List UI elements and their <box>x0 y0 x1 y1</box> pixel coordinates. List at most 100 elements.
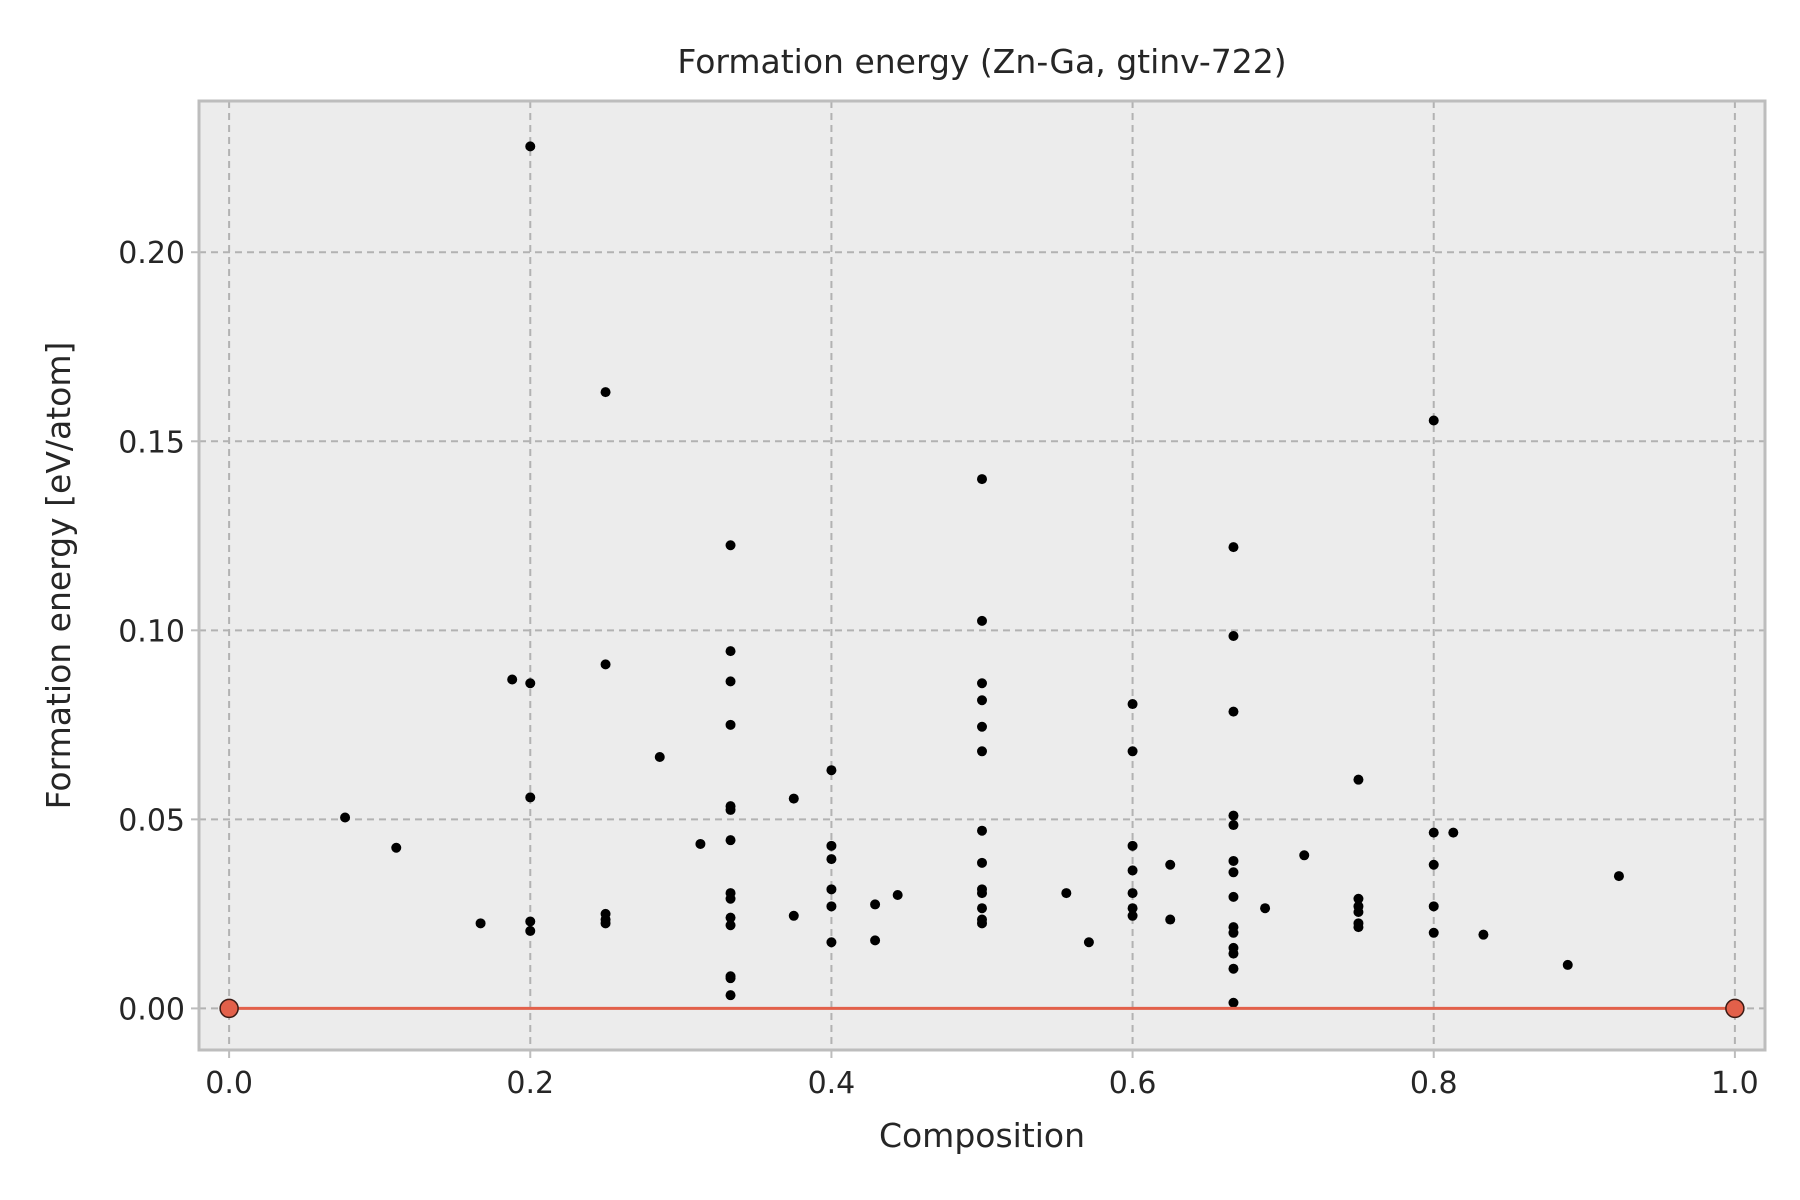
x-axis-title: Composition <box>879 1116 1085 1155</box>
data-point <box>977 857 987 868</box>
data-point <box>695 838 706 849</box>
data-point <box>391 842 402 853</box>
data-point <box>1127 699 1138 710</box>
data-point <box>725 719 736 730</box>
data-point <box>1127 888 1138 899</box>
data-point <box>1353 774 1364 785</box>
data-point <box>788 793 799 804</box>
data-point <box>600 918 611 929</box>
data-points <box>340 141 1624 1008</box>
data-point <box>977 825 987 836</box>
data-point <box>725 893 736 904</box>
data-point <box>977 746 987 757</box>
y-tick-label: 0.15 <box>118 425 185 460</box>
data-point <box>525 678 536 689</box>
data-point <box>826 854 837 865</box>
chart-title: Formation energy (Zn-Ga, gtinv-722) <box>677 42 1286 81</box>
data-point <box>1228 948 1239 959</box>
data-point <box>1127 865 1138 876</box>
data-point <box>977 615 987 626</box>
data-point <box>1127 746 1138 757</box>
data-point <box>1260 903 1271 914</box>
data-point <box>788 910 799 921</box>
data-point <box>654 751 665 762</box>
y-axis-ticks: 0.00 0.05 0.10 0.15 0.20 <box>118 236 199 1027</box>
x-tick-label: 0.0 <box>205 1066 253 1101</box>
data-point <box>725 804 736 815</box>
y-tick-label: 0.10 <box>118 614 185 649</box>
data-point <box>725 835 736 846</box>
plot-frame <box>197 99 1767 1052</box>
data-point <box>1228 706 1239 717</box>
data-point <box>600 387 611 398</box>
data-point <box>1613 871 1624 882</box>
data-point <box>826 937 837 948</box>
data-point <box>977 903 987 914</box>
data-point <box>977 918 987 929</box>
data-point <box>1478 929 1489 940</box>
data-point <box>1428 827 1439 838</box>
data-point <box>1228 997 1239 1008</box>
data-point <box>1353 906 1364 917</box>
data-point <box>1299 850 1310 861</box>
data-point <box>1228 963 1239 974</box>
data-point <box>1448 827 1459 838</box>
data-point <box>725 540 736 551</box>
data-point <box>870 935 881 946</box>
data-point <box>1428 859 1439 870</box>
data-point <box>525 141 536 152</box>
data-point <box>600 659 611 670</box>
x-tick-label: 0.2 <box>506 1066 554 1101</box>
grid <box>199 101 1765 1050</box>
hull-point <box>219 998 239 1019</box>
data-point <box>1083 937 1094 948</box>
data-point <box>892 889 903 900</box>
data-point <box>826 765 837 776</box>
data-point <box>1228 891 1239 902</box>
data-point <box>725 676 736 687</box>
data-point <box>977 678 987 689</box>
data-point <box>977 721 987 732</box>
data-point <box>1353 922 1364 933</box>
x-tick-label: 0.4 <box>808 1066 856 1101</box>
data-point <box>725 646 736 657</box>
data-point <box>826 884 837 895</box>
data-point <box>977 888 987 899</box>
data-point <box>725 912 736 923</box>
data-point <box>1228 867 1239 878</box>
data-point <box>1228 810 1239 821</box>
data-point <box>1228 542 1239 553</box>
data-point <box>1353 893 1364 904</box>
data-point <box>1428 927 1439 938</box>
data-point <box>1165 859 1176 870</box>
data-point <box>525 925 536 936</box>
data-point <box>1428 901 1439 912</box>
y-tick-label: 0.20 <box>118 236 185 271</box>
data-point <box>977 695 987 706</box>
data-point <box>507 674 518 685</box>
data-point <box>826 901 837 912</box>
x-axis-ticks: 0.0 0.2 0.4 0.6 0.8 1.0 <box>205 1050 1759 1101</box>
data-point <box>1165 914 1176 925</box>
data-point <box>1061 888 1072 899</box>
data-point <box>1562 959 1573 970</box>
data-point <box>977 474 987 485</box>
data-point <box>1428 415 1439 426</box>
data-point <box>475 918 486 929</box>
data-point <box>725 973 736 984</box>
data-point <box>870 899 881 910</box>
data-point <box>1127 910 1138 921</box>
data-point <box>725 920 736 931</box>
data-point <box>340 812 351 823</box>
data-point <box>525 792 536 803</box>
data-point <box>1228 855 1239 866</box>
y-axis-title: Formation energy [eV/atom] <box>39 342 78 810</box>
x-tick-label: 0.6 <box>1109 1066 1157 1101</box>
y-tick-label: 0.00 <box>118 992 185 1027</box>
data-point <box>1127 903 1138 914</box>
data-point <box>1127 840 1138 851</box>
hull-point <box>1725 998 1745 1019</box>
hull-line <box>219 998 1745 1019</box>
